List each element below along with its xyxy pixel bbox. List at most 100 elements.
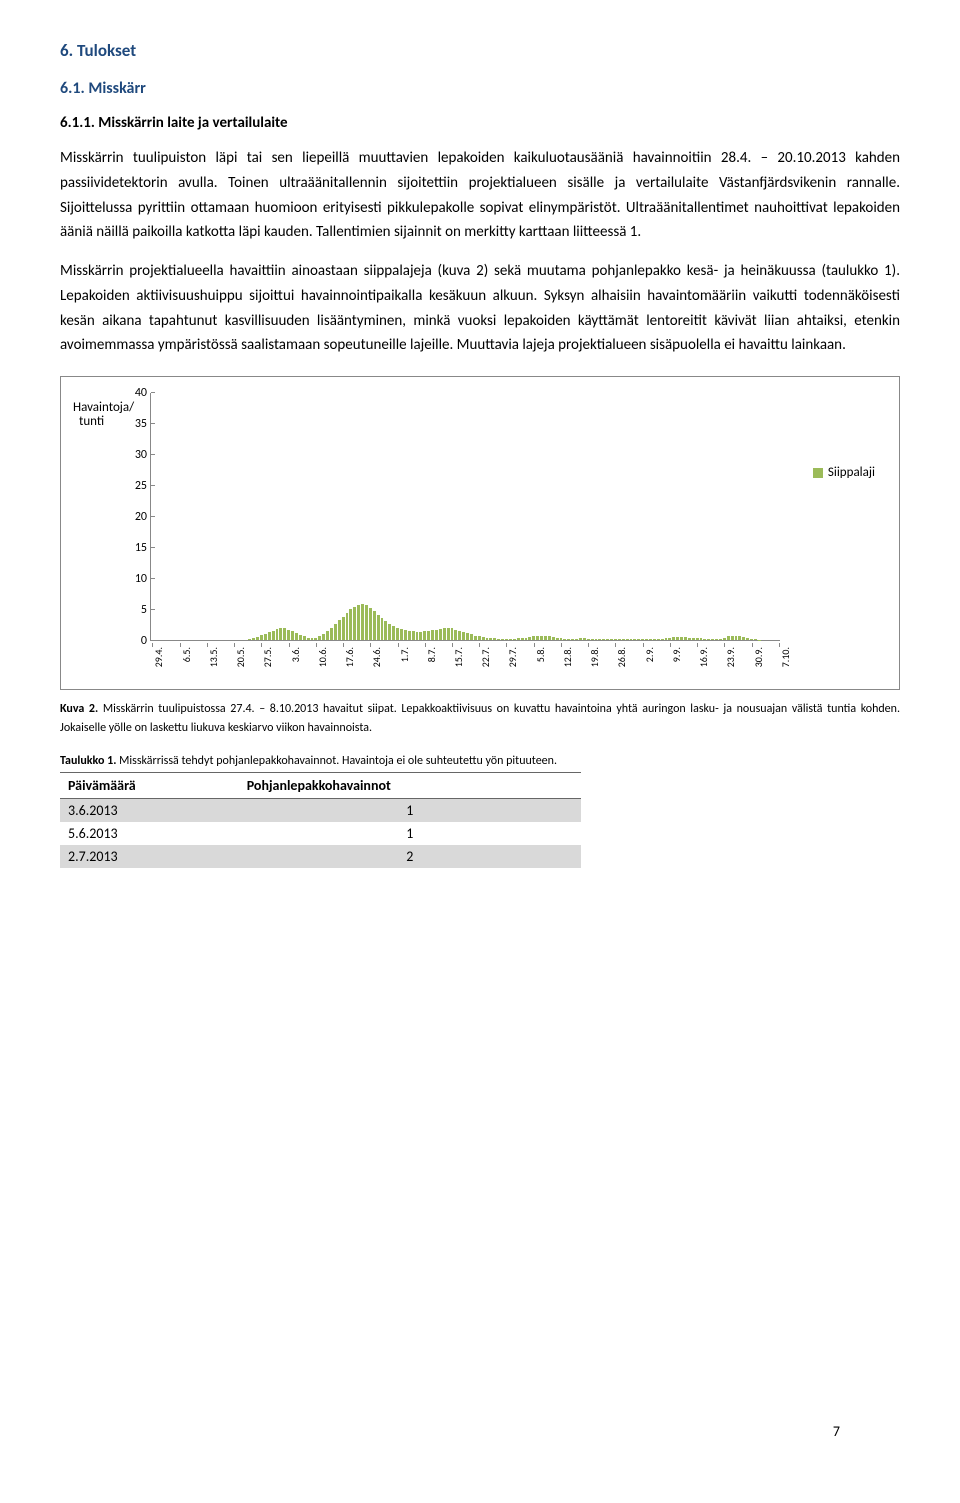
x-tick-slot (225, 647, 228, 669)
table-cell: 3.6.2013 (60, 799, 239, 823)
chart-bar (272, 631, 275, 640)
chart-y-axis-title: Havaintoja/ tunti (73, 401, 134, 430)
x-tick-slot (330, 647, 333, 669)
chart-bar (392, 626, 395, 640)
x-tick-slot (163, 647, 166, 669)
chart-bar (575, 639, 578, 640)
chart-bar (536, 636, 539, 640)
chart-bar (307, 638, 310, 640)
x-tick-slot (544, 647, 547, 669)
chart-bar (684, 637, 687, 640)
chart-bar (357, 605, 360, 640)
x-tick-slot (404, 647, 407, 669)
chart-bar (567, 639, 570, 640)
chart-bar (439, 629, 442, 640)
x-tick-slot (672, 647, 675, 669)
y-title-line2: tunti (73, 414, 104, 429)
x-tick-slot (497, 647, 500, 669)
chart-bar (419, 632, 422, 640)
table-cell: 1 (239, 822, 581, 845)
x-tick-slot (552, 647, 555, 669)
chart-bar (754, 639, 757, 640)
chart-bar (478, 636, 481, 640)
chart-bar (346, 613, 349, 640)
chart-legend: Siippalaji (813, 465, 875, 480)
x-tick-slot (322, 647, 325, 669)
chart-bar (497, 639, 500, 640)
x-tick-slot: 12.8. (560, 647, 563, 669)
x-tick-slot: 10.6. (314, 647, 317, 669)
chart-bar (381, 618, 384, 640)
chart-bar (700, 638, 703, 640)
x-tick-slot (217, 647, 220, 669)
x-tick-slot (711, 647, 714, 669)
x-tick-slot: 30.9. (750, 647, 753, 669)
x-tick-slot (237, 647, 240, 669)
chart-bar (606, 639, 609, 640)
chart-x-ticks: 29.4.6.5.13.5.20.5.27.5.3.6.10.6.17.6.24… (151, 647, 780, 669)
table-header-row: Päivämäärä Pohjanlepakkohavainnot (60, 773, 581, 799)
x-tick-slot (618, 647, 621, 669)
x-tick-slot (443, 647, 446, 669)
x-tick-slot (202, 647, 205, 669)
chart-bar (454, 630, 457, 640)
x-tick-slot (715, 647, 718, 669)
x-tick-slot (334, 647, 337, 669)
x-tick-slot (727, 647, 730, 669)
chart-bar (548, 636, 551, 640)
chart-bar (614, 639, 617, 640)
chart-bar (342, 617, 345, 640)
x-tick-slot (746, 647, 749, 669)
heading-1: 6. Tulokset (60, 40, 900, 61)
chart-bar (641, 639, 644, 640)
chart-bar (676, 637, 679, 640)
x-tick-slot (575, 647, 578, 669)
x-tick-slot (384, 647, 387, 669)
chart-bar (435, 630, 438, 640)
x-tick-slot (591, 647, 594, 669)
x-tick-slot (548, 647, 551, 669)
x-tick-slot (645, 647, 648, 669)
chart-bar (715, 639, 718, 640)
chart-bar (645, 639, 648, 640)
x-tick-slot (283, 647, 286, 669)
chart-bar (653, 639, 656, 640)
chart-bar (423, 631, 426, 640)
chart-bar (587, 639, 590, 640)
chart-bar (692, 638, 695, 640)
x-tick-slot (665, 647, 668, 669)
chart-bar (696, 638, 699, 640)
x-tick-slot (680, 647, 683, 669)
x-tick-slot (326, 647, 329, 669)
x-tick-slot: 24.6. (369, 647, 372, 669)
x-tick-label: 7.10. (779, 647, 792, 667)
x-tick-slot (209, 647, 212, 669)
x-tick-slot (731, 647, 734, 669)
x-tick-slot (361, 647, 364, 669)
x-tick-slot (653, 647, 656, 669)
table-cell: 2.7.2013 (60, 845, 239, 868)
chart-bar (427, 631, 430, 640)
chart-bar (338, 620, 341, 640)
chart-x-axis (150, 640, 780, 641)
x-tick-slot (240, 647, 243, 669)
x-tick-slot (703, 647, 706, 669)
legend-swatch-icon (813, 468, 823, 478)
x-tick-slot (540, 647, 543, 669)
chart-kuva-2: Havaintoja/ tunti 0510152025303540 29.4.… (60, 376, 900, 690)
x-tick-slot (622, 647, 625, 669)
x-tick-slot: 22.7. (478, 647, 481, 669)
chart-bar (583, 638, 586, 640)
chart-bar (750, 639, 753, 640)
x-tick-slot (762, 647, 765, 669)
chart-bar (260, 635, 263, 640)
x-tick-slot (416, 647, 419, 669)
x-tick-slot (513, 647, 516, 669)
table-cell: 5.6.2013 (60, 822, 239, 845)
x-tick-slot (357, 647, 360, 669)
x-tick-slot (170, 647, 173, 669)
y-tick-label: 10 (135, 572, 147, 586)
y-tick-label: 25 (135, 479, 147, 493)
x-tick-slot (602, 647, 605, 669)
x-tick-slot (167, 647, 170, 669)
